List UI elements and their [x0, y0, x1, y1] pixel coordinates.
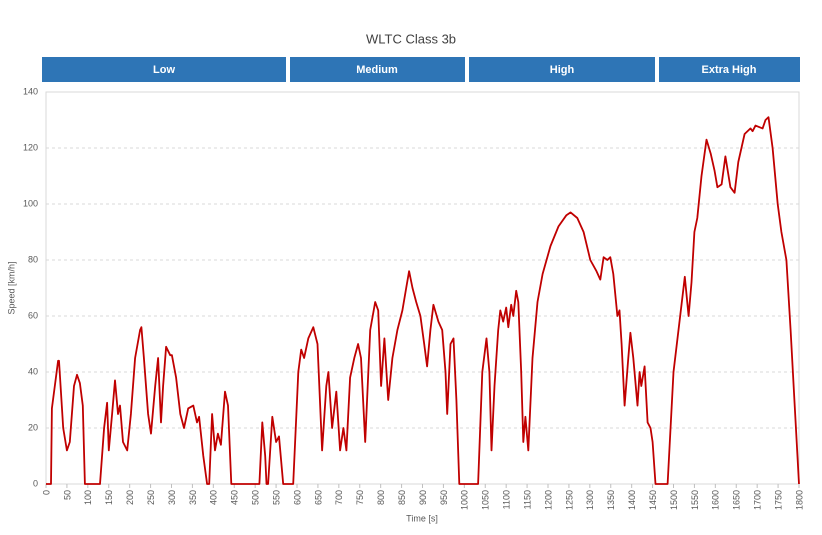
y-tick-label: 20 — [28, 422, 38, 432]
x-tick-label: 900 — [418, 490, 428, 505]
x-tick-label: 1150 — [522, 490, 532, 509]
x-tick-label: 400 — [209, 490, 219, 505]
x-tick-label: 800 — [376, 490, 386, 505]
x-tick-label: 1000 — [460, 490, 470, 510]
phase-bands: Low Medium High Extra High — [42, 57, 800, 82]
x-tick-label: 1550 — [690, 490, 700, 510]
x-tick-label: 150 — [104, 490, 114, 505]
x-tick-label: 1050 — [481, 490, 491, 510]
x-tick-label: 50 — [62, 490, 72, 500]
y-tick-label: 40 — [28, 366, 38, 376]
phase-band — [469, 57, 655, 82]
x-tick-label: 1450 — [648, 490, 658, 510]
x-tick-label: 1500 — [669, 490, 679, 510]
phase-label: Extra High — [701, 64, 756, 76]
y-tick-label: 120 — [23, 142, 38, 152]
x-tick-label: 1250 — [564, 490, 574, 510]
x-tick-label: 250 — [146, 490, 156, 505]
x-tick-label: 100 — [83, 490, 93, 505]
x-tick-label: 1750 — [773, 490, 783, 510]
phase-band — [659, 57, 800, 82]
x-tick-label: 450 — [230, 490, 240, 505]
phase-band — [42, 57, 286, 82]
x-tick-label: 850 — [397, 490, 407, 505]
y-tick-label: 80 — [28, 254, 38, 264]
chart-title: WLTC Class 3b — [366, 31, 456, 46]
x-tick-label: 1800 — [794, 490, 804, 510]
phase-label: Low — [153, 64, 175, 76]
x-tick-label: 200 — [125, 490, 135, 505]
y-tick-label: 100 — [23, 198, 38, 208]
y-tick-label: 0 — [33, 478, 38, 488]
x-tick-label: 1350 — [606, 490, 616, 510]
phase-band — [290, 57, 465, 82]
x-tick-label: 300 — [167, 490, 177, 505]
x-tick-label: 600 — [292, 490, 302, 505]
x-tick-label: 1300 — [585, 490, 595, 510]
x-tick-label: 0 — [41, 490, 51, 495]
y-tick-label: 140 — [23, 86, 38, 96]
x-tick-label: 500 — [251, 490, 261, 505]
x-tick-label: 1400 — [627, 490, 637, 510]
phase-label: High — [550, 64, 575, 76]
phase-label: Medium — [356, 64, 398, 76]
x-tick-label: 1200 — [543, 490, 553, 510]
y-axis-label: Speed [km/h] — [6, 261, 16, 314]
x-tick-label: 1600 — [711, 490, 721, 510]
x-tick-label: 750 — [355, 490, 365, 505]
x-tick-label: 1650 — [732, 490, 742, 510]
x-tick-label: 550 — [271, 490, 281, 505]
x-tick-label: 700 — [334, 490, 344, 505]
x-tick-label: 950 — [439, 490, 449, 505]
y-tick-label: 60 — [28, 310, 38, 320]
x-tick-label: 650 — [313, 490, 323, 505]
x-axis-label: Time [s] — [406, 513, 438, 523]
x-tick-label: 1100 — [502, 490, 512, 509]
x-tick-label: 350 — [188, 490, 198, 505]
x-tick-label: 1700 — [753, 490, 763, 510]
speed-line — [46, 116, 800, 485]
